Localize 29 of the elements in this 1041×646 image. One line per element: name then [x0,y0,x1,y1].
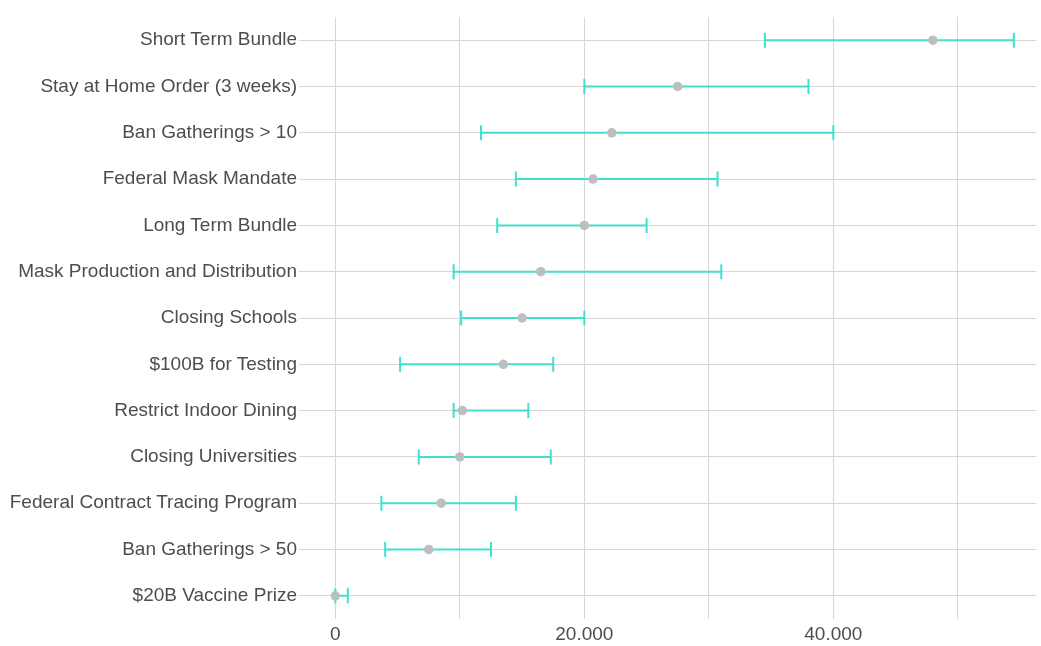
point [455,452,465,462]
x-tick-label: 0 [330,622,341,644]
point [536,266,546,277]
point [928,35,938,45]
y-tick-label: Short Term Bundle [139,28,297,50]
y-tick-label: $100B for Testing [149,352,297,374]
y-tick-label: Restrict Indoor Dining [114,398,297,420]
point [517,313,527,323]
point [330,591,341,601]
point [423,544,434,555]
point [579,220,590,231]
point [498,359,509,370]
point [457,405,468,416]
y-tick-label: Federal Mask Mandate [102,167,297,189]
y-tick-label: Federal Contract Tracing Program [9,491,297,513]
y-tick-label: Ban Gatherings > 10 [122,121,297,142]
y-tick-label: $20B Vaccine Prize [132,584,297,606]
point [672,81,683,92]
y-tick-label: Long Term Bundle [143,213,297,235]
x-tick-label: 20.000 [555,622,614,644]
point [606,128,617,138]
y-tick-label: Ban Gatherings > 50 [122,537,297,559]
y-tick-label: Closing Schools [160,306,297,328]
point [436,498,446,508]
y-tick-label: Closing Universities [130,445,297,467]
y-tick-label: Mask Production and Distribution [18,259,297,281]
point [588,174,598,184]
x-tick-label: 40.000 [804,622,863,644]
y-tick-label: Stay at Home Order (3 weeks) [40,74,297,96]
